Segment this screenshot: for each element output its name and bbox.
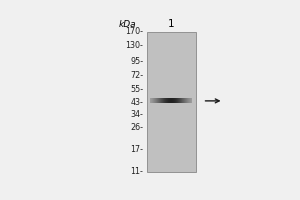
Text: 11-: 11- [130, 167, 143, 176]
Text: 43-: 43- [130, 98, 143, 107]
Text: 55-: 55- [130, 85, 143, 94]
Text: 26-: 26- [130, 123, 143, 132]
Text: kDa: kDa [118, 20, 136, 29]
Bar [147, 32, 196, 172]
Text: 17-: 17- [130, 145, 143, 154]
Text: 1: 1 [168, 19, 175, 29]
Text: 130-: 130- [125, 41, 143, 50]
Text: 34-: 34- [130, 110, 143, 119]
Text: 72-: 72- [130, 71, 143, 80]
Text: 170-: 170- [125, 27, 143, 36]
Text: 95-: 95- [130, 57, 143, 66]
